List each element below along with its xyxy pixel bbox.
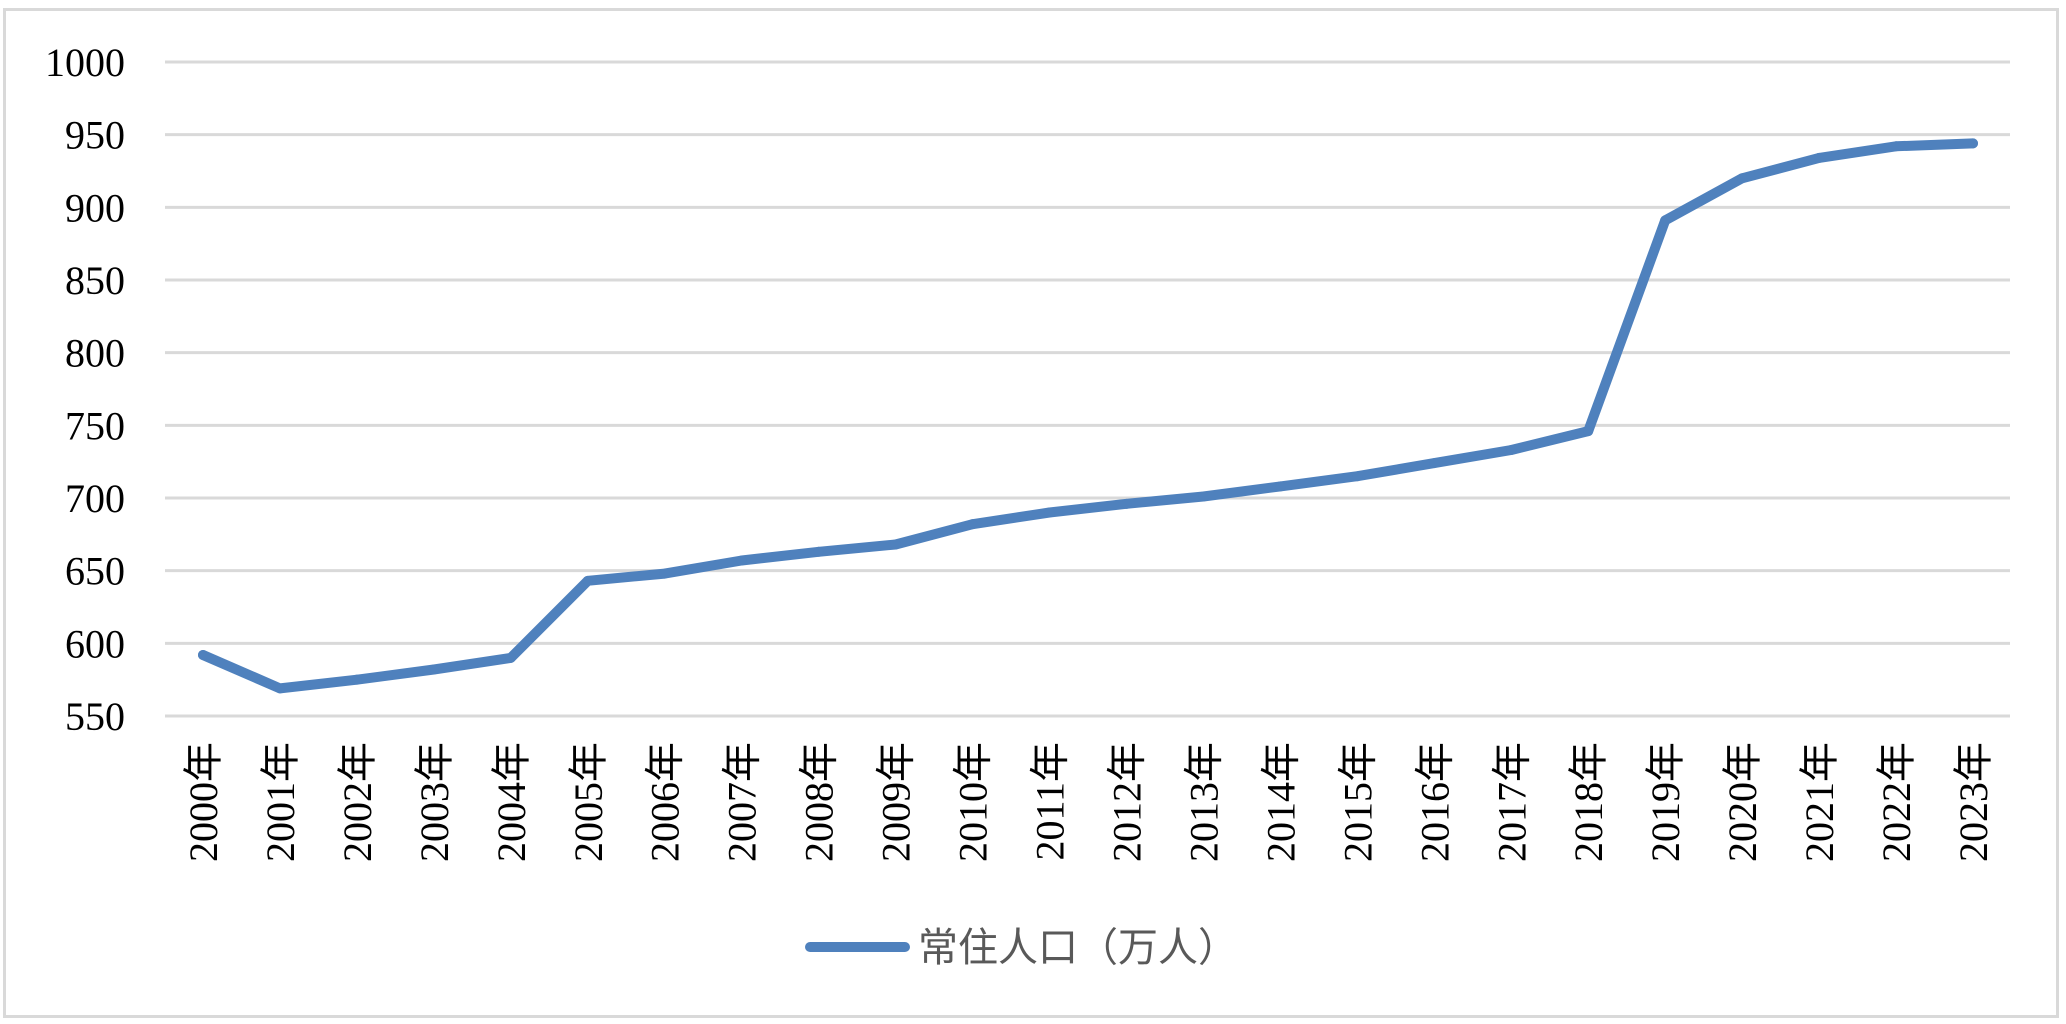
x-tick-label: 2021年 [1797, 742, 1842, 862]
data-point [1968, 138, 1978, 149]
data-point [659, 568, 670, 579]
data-point [1737, 173, 1748, 184]
x-tick-label: 2001年 [258, 742, 303, 862]
y-tick-label: 900 [65, 185, 125, 230]
data-point [582, 575, 593, 586]
x-tick-label: 2012年 [1104, 742, 1149, 862]
data-point [813, 546, 824, 557]
y-tick-label: 700 [65, 476, 125, 521]
x-tick-label: 2002年 [335, 742, 380, 862]
data-point [1429, 458, 1440, 469]
y-tick-label: 750 [65, 403, 125, 448]
x-tick-label: 2014年 [1258, 742, 1303, 862]
series-line [198, 138, 1978, 694]
x-axis-ticks: 2000年 2001年 2002年 2003年 2004年 2005年 2006年 2007年… [181, 742, 1996, 862]
y-tick-label: 850 [65, 258, 125, 303]
data-point [736, 555, 747, 566]
data-point [505, 652, 516, 663]
x-tick-label: 2011年 [1028, 742, 1073, 861]
data-point [1198, 491, 1209, 502]
y-tick-label: 950 [65, 113, 125, 158]
data-point [1583, 426, 1594, 437]
data-point [1121, 498, 1132, 509]
data-point [1506, 445, 1517, 456]
data-point [351, 674, 362, 685]
y-tick-label: 550 [65, 694, 125, 739]
x-tick-label: 2019年 [1643, 742, 1688, 862]
x-tick-label: 2009年 [874, 742, 919, 862]
y-tick-label: 650 [65, 549, 125, 594]
data-point [890, 539, 901, 550]
x-tick-label: 2017年 [1489, 742, 1534, 862]
series-group [198, 138, 1978, 694]
legend: 常住人口（万人） [805, 925, 1238, 971]
data-point [1044, 507, 1055, 518]
x-tick-label: 2020年 [1720, 742, 1765, 862]
data-point [1660, 215, 1671, 226]
legend-label: 常住人口（万人） [918, 925, 1238, 971]
x-tick-label: 2004年 [489, 742, 534, 862]
y-tick-label: 1000 [45, 40, 125, 85]
x-tick-label: 2016年 [1412, 742, 1457, 862]
data-point [428, 664, 439, 675]
data-point [1814, 152, 1825, 163]
x-tick-label: 2006年 [643, 742, 688, 862]
x-tick-label: 2010年 [951, 742, 996, 862]
gridlines [165, 60, 2010, 718]
x-tick-label: 2015年 [1335, 742, 1380, 862]
x-tick-label: 2003年 [412, 742, 457, 862]
x-tick-label: 2013年 [1181, 742, 1226, 862]
data-point [1352, 471, 1363, 482]
x-tick-label: 2000年 [181, 742, 226, 862]
data-point [967, 519, 978, 530]
x-tick-label: 2023年 [1951, 742, 1996, 862]
data-point [1275, 481, 1286, 492]
y-axis-ticks: 550 600 650 700 750 800 850 900 950 1000 [45, 40, 125, 739]
data-point [1891, 141, 1902, 152]
x-tick-label: 2008年 [797, 742, 842, 862]
x-tick-label: 2022年 [1874, 742, 1919, 862]
y-tick-label: 800 [65, 331, 125, 376]
data-point [198, 649, 208, 660]
y-tick-label: 600 [65, 621, 125, 666]
x-tick-label: 2018年 [1566, 742, 1611, 862]
x-tick-label: 2005年 [566, 742, 611, 862]
data-point [274, 683, 285, 694]
x-tick-label: 2007年 [720, 742, 765, 862]
